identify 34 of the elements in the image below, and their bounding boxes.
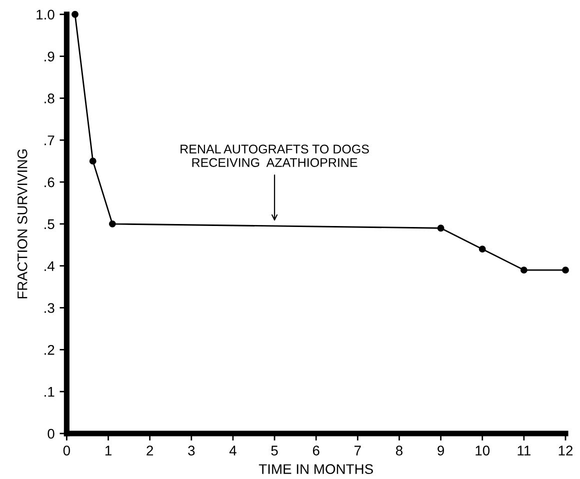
x-axis-title: TIME IN MONTHS	[258, 464, 373, 474]
y-tick-label: .8	[44, 94, 54, 104]
point	[562, 266, 569, 274]
y-tick-label: .6	[44, 177, 54, 188]
point	[478, 246, 486, 253]
point	[72, 10, 78, 18]
x-tick-label: 7	[354, 446, 361, 456]
annotation: RENAL AUTOGRAFTS TO DOGS RECEIVING AZATHIOPRINE	[180, 144, 369, 167]
x-tick-label: 9	[438, 446, 444, 456]
x-tick-label: 12	[558, 446, 573, 456]
y-tick-label: .4	[44, 261, 54, 271]
x-tick-label: 10	[476, 446, 490, 456]
point	[89, 158, 96, 165]
y-tick-label: .1	[44, 387, 54, 397]
x-tick-label: 5	[271, 446, 278, 456]
y-tick-label: 1.0	[36, 10, 54, 20]
y-tick-label: .5	[44, 219, 54, 230]
y-tick-label: .7	[44, 136, 54, 146]
y-axis-title: FRACTION SURVIVING	[17, 149, 28, 298]
point	[108, 220, 116, 228]
x-tick-label: 2	[146, 446, 153, 456]
x-tick-label: 4	[229, 446, 236, 456]
point	[437, 224, 444, 232]
y-tick-label: .2	[44, 345, 54, 355]
x-tick-label: 6	[312, 446, 320, 456]
y-tick-label: .9	[44, 52, 54, 62]
x-tick-label: 3	[188, 446, 195, 456]
y-tick-label: .3	[44, 303, 54, 313]
x-tick-label: 8	[396, 446, 402, 456]
y-tick-label: 0	[48, 428, 54, 439]
x-tick-label: 1	[105, 446, 112, 456]
x-tick-label: 11	[518, 446, 530, 456]
x-tick-label: 0	[63, 446, 70, 456]
point	[520, 266, 528, 274]
